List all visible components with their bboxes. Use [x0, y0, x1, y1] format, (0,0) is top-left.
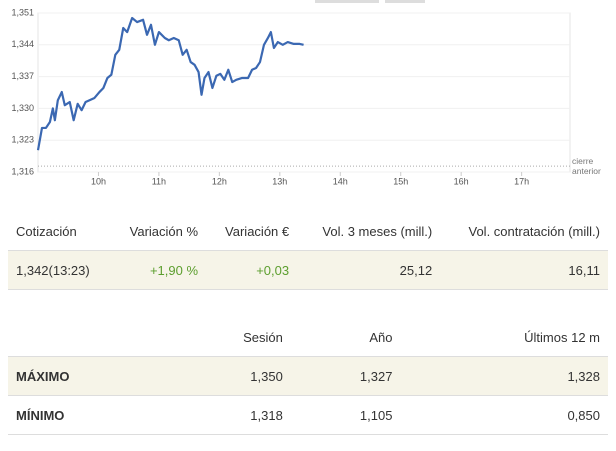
- y-tick-label: 1,323: [11, 135, 34, 145]
- table-cell: 1,105: [290, 395, 401, 435]
- y-tick-label: 1,330: [11, 103, 34, 113]
- price-line: [36, 16, 304, 151]
- y-tick-label: 1,316: [11, 166, 34, 176]
- table-cell: Variación €: [206, 212, 298, 251]
- table-row: Sesión Año Últimos 12 m: [8, 318, 608, 357]
- table-cell: Vol. 3 meses (mill.): [297, 212, 441, 251]
- table-row: Cotización Variación % Variación € Vol. 3 m…: [8, 212, 608, 251]
- reference-label: cierre anterior: [572, 156, 601, 176]
- table-cell: Cotización: [8, 212, 111, 251]
- tab: [385, 0, 425, 3]
- tab: [315, 0, 379, 3]
- table-cell: 1,350: [164, 356, 291, 396]
- table-cell: +0,03: [206, 250, 298, 290]
- x-tick-label: 16h: [454, 176, 469, 186]
- table-cell: MÍNIMO: [8, 395, 165, 435]
- table-cell: Vol. contratación (mill.): [440, 212, 608, 251]
- table-cell: 1,327: [290, 356, 401, 396]
- x-tick-label: 17h: [514, 176, 529, 186]
- quote-table: Cotización Variación % Variación € Vol. 3 m…: [8, 212, 608, 290]
- table-cell: 0,850: [400, 395, 608, 435]
- table-cell: Sesión: [164, 318, 291, 357]
- y-tick-label: 1,351: [11, 7, 34, 17]
- table-cell: +1,90 %: [110, 250, 207, 290]
- table-cell: MÁXIMO: [8, 356, 165, 396]
- table-cell: 16,11: [440, 250, 608, 290]
- range-table: Sesión Año Últimos 12 m MÁXIMO 1,350 1,327 1,3…: [8, 318, 608, 435]
- y-tick-label: 1,337: [11, 71, 34, 81]
- table-cell: 1,328: [400, 356, 608, 396]
- x-tick-label: 11h: [152, 176, 166, 186]
- table-row: 1,342(13:23) +1,90 % +0,03 25,12 16,11: [8, 250, 608, 290]
- y-tick-label: 1,344: [11, 39, 34, 49]
- table-cell: Variación %: [110, 212, 207, 251]
- x-tick-label: 10h: [91, 176, 106, 186]
- table-row: MÍNIMO 1,318 1,105 0,850: [8, 395, 608, 435]
- table-cell: Últimos 12 m: [400, 318, 608, 357]
- x-tick-label: 14h: [333, 176, 348, 186]
- table-cell: [8, 318, 165, 357]
- table-cell: 1,342(13:23): [8, 250, 111, 290]
- table-cell: 25,12: [297, 250, 441, 290]
- x-tick-label: 13h: [272, 176, 287, 186]
- x-tick-label: 15h: [393, 176, 408, 186]
- table-row: MÁXIMO 1,350 1,327 1,328: [8, 356, 608, 396]
- table-cell: Año: [290, 318, 401, 357]
- chart: 1,316 1,323 1,330 1,337 1,344 1,351 10h 11h 12h 1…: [11, 7, 571, 186]
- x-tick-label: 12h: [212, 176, 227, 186]
- table-cell: 1,318: [164, 395, 291, 435]
- plot-area: [37, 12, 571, 173]
